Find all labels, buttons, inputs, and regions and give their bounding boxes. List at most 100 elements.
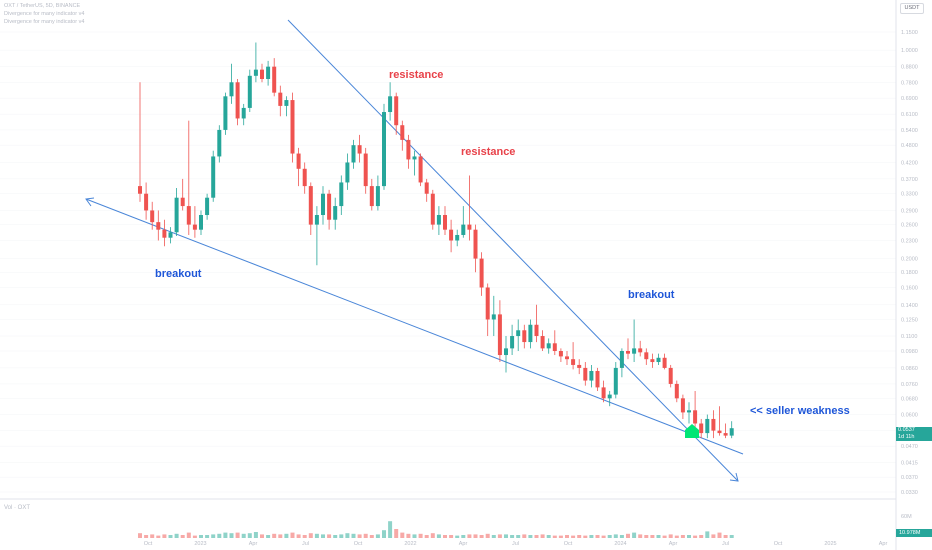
currency-button[interactable]: USDT xyxy=(900,3,924,14)
volume-bar xyxy=(308,533,313,538)
candle xyxy=(680,394,685,419)
candle xyxy=(394,92,399,135)
volume-bar xyxy=(656,535,661,538)
candle xyxy=(461,206,466,238)
indicator-label-1[interactable]: Divergence for many indicator v4 xyxy=(4,11,85,17)
candle xyxy=(284,96,289,117)
time-axis[interactable]: Oct 2023 Apr Jul Oct 2022 Apr Jul Oct 2024 Apr Jul O… xyxy=(144,541,888,547)
time-tick-label: Apr xyxy=(459,541,468,547)
volume-bar xyxy=(247,533,252,538)
candle xyxy=(229,63,234,104)
candle xyxy=(308,182,313,235)
candle xyxy=(650,353,655,368)
candle xyxy=(583,362,588,386)
candle xyxy=(711,410,716,439)
volume-bar xyxy=(138,533,142,538)
candle xyxy=(339,175,344,216)
candle xyxy=(388,82,393,121)
volume-bar xyxy=(644,535,649,538)
volume-bar xyxy=(662,535,667,538)
candle xyxy=(205,193,210,220)
volume-bar xyxy=(583,535,588,538)
candle xyxy=(290,92,295,163)
price-tick-label: 0.7800 xyxy=(901,80,918,86)
time-tick-label: 2023 xyxy=(194,541,206,547)
volume-bar xyxy=(156,535,161,538)
volume-bar xyxy=(424,535,429,538)
volume-bar xyxy=(296,534,301,538)
volume-bar xyxy=(235,532,240,538)
volume-bar xyxy=(717,532,722,538)
candle xyxy=(504,336,508,373)
candle xyxy=(278,85,283,117)
volume-bar xyxy=(650,535,655,538)
upper-trendline xyxy=(287,19,739,482)
price-tick-label: 0.8800 xyxy=(901,65,918,71)
volume-bar xyxy=(186,532,191,538)
candle xyxy=(333,197,338,230)
time-tick-label: Apr xyxy=(879,541,888,547)
candle xyxy=(687,402,691,424)
candle xyxy=(540,330,545,352)
candle xyxy=(528,319,533,349)
volume-bar xyxy=(321,534,325,538)
price-tick-label: 0.0370 xyxy=(901,475,918,481)
volume-bar xyxy=(693,535,698,538)
volume-bar xyxy=(162,534,167,538)
candle xyxy=(693,390,698,429)
volume-bar xyxy=(565,535,569,538)
candle xyxy=(424,178,429,202)
price-tick-label: 0.1800 xyxy=(901,270,918,276)
volume-bar xyxy=(632,532,637,538)
volume-bar xyxy=(314,533,319,538)
volume-bar xyxy=(168,535,173,538)
candle xyxy=(357,134,362,163)
volume-bar xyxy=(723,535,728,538)
candle xyxy=(632,319,637,363)
candle xyxy=(382,103,386,190)
last-price-tag: 0.0537 1d 11h xyxy=(896,427,932,441)
volume-bar xyxy=(400,532,405,538)
price-tick-label: 0.0470 xyxy=(901,444,918,450)
price-tick-label: 0.2600 xyxy=(901,223,918,229)
price-tick-label: 0.3700 xyxy=(901,177,918,183)
volume-bar xyxy=(626,533,630,538)
candle xyxy=(589,364,594,388)
volume-bar xyxy=(552,535,557,538)
volume-bar xyxy=(375,534,380,538)
last-price-value: 0.0537 xyxy=(898,427,915,433)
price-tick-label: 0.1400 xyxy=(901,303,918,309)
price-tick-label: 0.4800 xyxy=(901,143,918,149)
candle xyxy=(522,324,527,349)
candle xyxy=(613,362,618,399)
price-tick-label: 0.1250 xyxy=(901,317,918,323)
volume-bar xyxy=(253,532,258,538)
chart-grid xyxy=(0,31,896,493)
candle xyxy=(558,348,563,363)
time-tick-label: Oct xyxy=(144,541,153,547)
upper-trendline-arrowhead xyxy=(729,472,739,482)
candle xyxy=(247,69,252,113)
candle xyxy=(723,423,728,439)
volume-bar xyxy=(369,535,374,538)
candle xyxy=(443,206,447,235)
price-tick-label: 0.5400 xyxy=(901,128,918,134)
time-tick-label: 2022 xyxy=(404,541,416,547)
time-tick-label: Jul xyxy=(722,541,729,547)
price-axis[interactable]: 1.1500 1.0000 0.8800 0.7800 0.6900 0.6100 0.54… xyxy=(901,30,918,496)
volume-series xyxy=(138,521,734,538)
candle xyxy=(607,390,612,407)
price-tick-label: 0.2000 xyxy=(901,257,918,263)
indicator-label-2[interactable]: Divergence for many indicator v4 xyxy=(4,19,85,25)
time-tick-label: 2025 xyxy=(824,541,836,547)
price-tick-label: 0.4200 xyxy=(901,160,918,166)
volume-bar xyxy=(485,533,490,538)
candle xyxy=(552,330,557,356)
volume-bar xyxy=(705,531,710,538)
volume-pane-label: Vol · OXT xyxy=(4,505,31,511)
candlestick-series xyxy=(138,42,734,439)
candle xyxy=(327,189,332,230)
candle xyxy=(186,120,191,235)
volume-bar xyxy=(217,533,222,538)
